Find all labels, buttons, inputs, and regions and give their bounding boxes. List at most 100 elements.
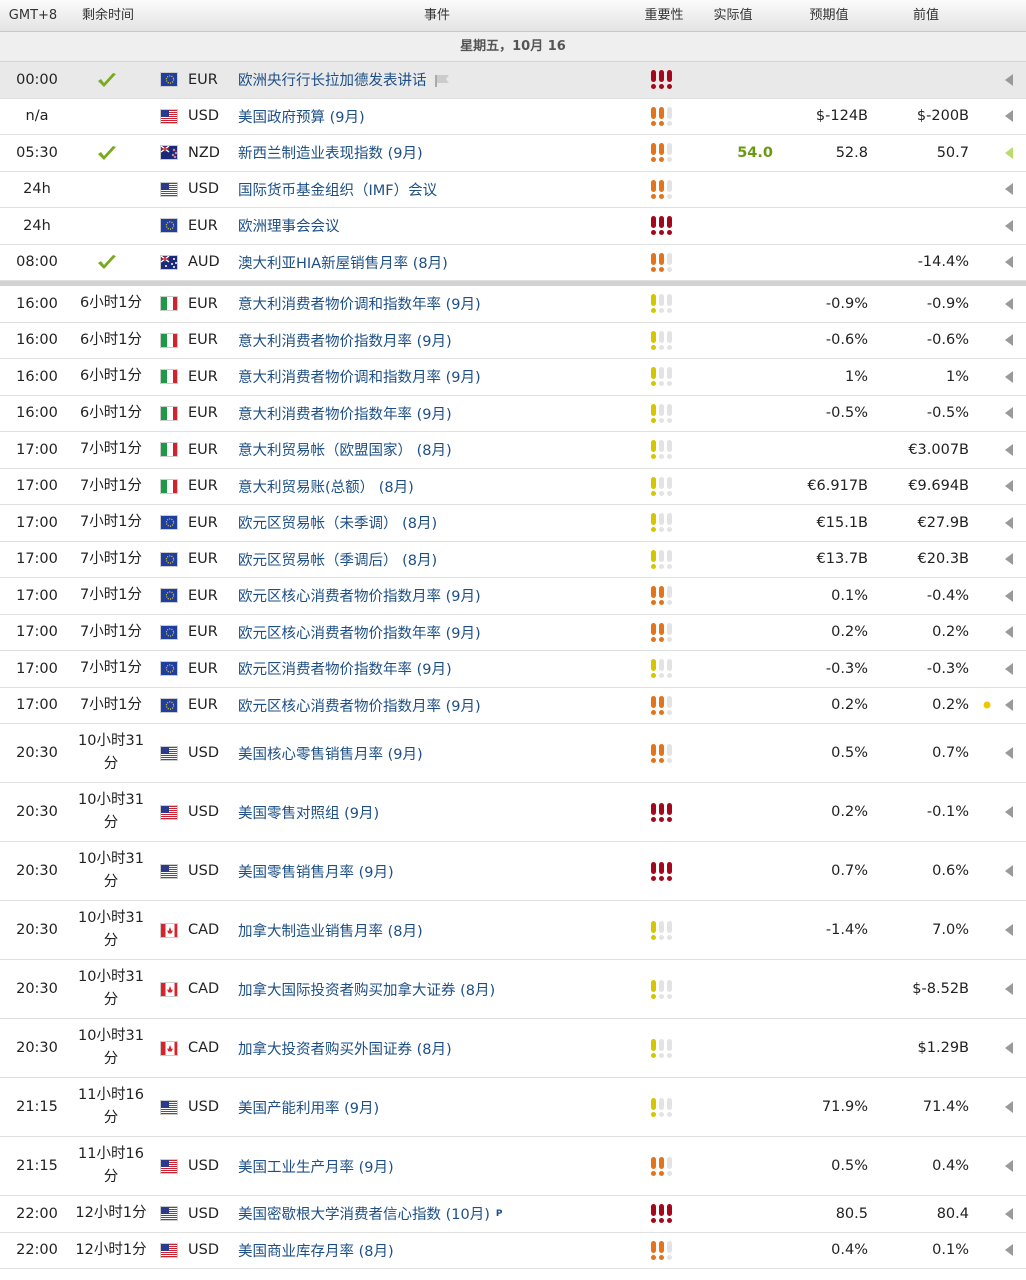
event-link[interactable]: 欧元区贸易帐（季调后） (8月) (238, 552, 438, 569)
expand-arrow[interactable] (1004, 62, 1016, 98)
expand-arrow[interactable] (1004, 432, 1016, 468)
event-name[interactable]: 美国政府预算 (9月) (238, 99, 638, 135)
expand-arrow[interactable] (1004, 615, 1016, 651)
event-name[interactable]: 美国零售对照组 (9月) (238, 783, 638, 841)
event-link[interactable]: 美国政府预算 (9月) (238, 109, 365, 126)
event-link[interactable]: 意大利消费者物价调和指数月率 (9月) (238, 370, 481, 387)
time: 16:00 (16, 332, 58, 349)
expand-arrow[interactable] (1004, 396, 1016, 432)
event-link[interactable]: 美国商业库存月率 (8月) (238, 1243, 394, 1260)
expand-arrow[interactable] (1004, 724, 1016, 782)
event-name[interactable]: 加拿大国际投资者购买加拿大证券 (8月) (238, 960, 638, 1018)
expand-arrow[interactable] (1004, 960, 1016, 1018)
event-link[interactable]: 美国工业生产月率 (9月) (238, 1159, 394, 1176)
expand-arrow[interactable] (1004, 651, 1016, 687)
expand-arrow[interactable] (1004, 135, 1016, 171)
event-link[interactable]: 美国零售对照组 (9月) (238, 805, 380, 822)
event-name[interactable]: 美国工业生产月率 (9月) (238, 1137, 638, 1195)
event-link[interactable]: 欧元区核心消费者物价指数月率 (9月) (238, 698, 481, 715)
expand-arrow[interactable] (1004, 1196, 1016, 1232)
expand-arrow[interactable] (1004, 578, 1016, 614)
time: 05:30 (16, 144, 58, 161)
event-name[interactable]: 意大利消费者物价指数年率 (9月) (238, 396, 638, 432)
event-name[interactable]: 美国零售销售月率 (9月) (238, 842, 638, 900)
forecast-value: 0.2% (831, 804, 868, 820)
event-name[interactable]: 欧元区核心消费者物价指数年率 (9月) (238, 615, 638, 651)
expand-arrow[interactable] (1004, 842, 1016, 900)
event-name[interactable]: 欧元区贸易帐（未季调） (8月) (238, 505, 638, 541)
expand-arrow[interactable] (1004, 172, 1016, 208)
expand-arrow[interactable] (1004, 901, 1016, 959)
expand-arrow[interactable] (1004, 542, 1016, 578)
expand-arrow[interactable] (1004, 99, 1016, 135)
flag-icon (160, 405, 178, 421)
event-name[interactable]: 加拿大投资者购买外国证券 (8月) (238, 1019, 638, 1077)
event-row: 17:00 7小时1分 EUR 意大利贸易帐（欧盟国家） (8月) €3.007B (0, 432, 1026, 469)
event-link[interactable]: 加拿大国际投资者购买加拿大证券 (8月) (238, 982, 496, 999)
event-name[interactable]: 欧元区核心消费者物价指数月率 (9月) (238, 688, 638, 724)
event-name[interactable]: 美国核心零售销售月率 (9月) (238, 724, 638, 782)
column-header: GMT+8 (8, 8, 58, 23)
event-name[interactable]: 意大利贸易账(总额） (8月) (238, 469, 638, 505)
event-name[interactable]: 欧元区贸易帐（季调后） (8月) (238, 542, 638, 578)
event-link[interactable]: 欧元区消费者物价指数年率 (9月) (238, 662, 452, 679)
previous-value: $-200B (916, 108, 969, 125)
expand-arrow[interactable] (1004, 208, 1016, 244)
event-link[interactable]: 加拿大投资者购买外国证券 (8月) (238, 1041, 452, 1058)
event-name[interactable]: 澳大利亚HIA新屋销售月率 (8月) (238, 245, 638, 281)
event-name[interactable]: 意大利消费者物价调和指数月率 (9月) (238, 359, 638, 395)
released-check (96, 62, 120, 98)
event-link[interactable]: 意大利消费者物价指数月率 (9月) (238, 333, 452, 350)
expand-arrow[interactable] (1004, 286, 1016, 322)
event-link[interactable]: 意大利贸易帐（欧盟国家） (8月) (238, 443, 452, 460)
expand-arrow[interactable] (1004, 1233, 1016, 1269)
event-name[interactable]: 意大利消费者物价调和指数年率 (9月) (238, 286, 638, 322)
event-link[interactable]: 美国密歇根大学消费者信心指数 (10月) (238, 1207, 490, 1224)
event-name[interactable]: 美国商业库存月率 (8月) (238, 1233, 638, 1269)
event-link[interactable]: 加拿大制造业销售月率 (8月) (238, 923, 423, 940)
event-name[interactable]: 欧洲理事会会议 (238, 208, 638, 244)
event-link[interactable]: 澳大利亚HIA新屋销售月率 (8月) (238, 255, 448, 272)
event-name[interactable]: 国际货币基金组织（IMF）会议 (238, 172, 638, 208)
event-name[interactable]: 欧洲央行行长拉加德发表讲话 (238, 62, 638, 98)
event-name[interactable]: 美国产能利用率 (9月) (238, 1078, 638, 1136)
forecast-value: 0.2% (831, 624, 868, 641)
event-link[interactable]: 欧洲理事会会议 (238, 219, 340, 236)
event-name[interactable]: 加拿大制造业销售月率 (8月) (238, 901, 638, 959)
flag (160, 1137, 178, 1195)
event-link[interactable]: 美国核心零售销售月率 (9月) (238, 746, 423, 763)
expand-arrow[interactable] (1004, 1078, 1016, 1136)
event-link[interactable]: 意大利贸易账(总额） (8月) (238, 479, 414, 496)
expand-arrow[interactable] (1004, 1019, 1016, 1077)
expand-arrow[interactable] (1004, 505, 1016, 541)
event-link[interactable]: 意大利消费者物价调和指数年率 (9月) (238, 297, 481, 314)
event-link[interactable]: 欧元区核心消费者物价指数月率 (9月) (238, 589, 481, 606)
event-name[interactable]: 欧元区消费者物价指数年率 (9月) (238, 651, 638, 687)
event-link[interactable]: 欧元区核心消费者物价指数年率 (9月) (238, 625, 481, 642)
expand-arrow[interactable] (1004, 469, 1016, 505)
expand-arrow[interactable] (1004, 783, 1016, 841)
event-link[interactable]: 国际货币基金组织（IMF）会议 (238, 182, 438, 199)
expand-arrow[interactable] (1004, 1137, 1016, 1195)
event-name[interactable]: 意大利消费者物价指数月率 (9月) (238, 323, 638, 359)
event-name[interactable]: 新西兰制造业表现指数 (9月) (238, 135, 638, 171)
event-row: 24h USD 国际货币基金组织（IMF）会议 (0, 171, 1026, 208)
check-icon (98, 72, 116, 87)
time: 17:00 (16, 551, 58, 568)
flag-icon (160, 661, 178, 677)
event-link[interactable]: 美国零售销售月率 (9月) (238, 864, 394, 881)
event-link[interactable]: 美国产能利用率 (9月) (238, 1100, 380, 1117)
event-link[interactable]: 新西兰制造业表现指数 (9月) (238, 146, 423, 163)
time: 17:00 (16, 478, 58, 495)
event-link[interactable]: 意大利消费者物价指数年率 (9月) (238, 406, 452, 423)
expand-arrow[interactable] (1004, 245, 1016, 281)
expand-arrow[interactable] (1004, 359, 1016, 395)
event-name[interactable]: 意大利贸易帐（欧盟国家） (8月) (238, 432, 638, 468)
event-name[interactable]: 欧元区核心消费者物价指数月率 (9月) (238, 578, 638, 614)
event-link[interactable]: 欧洲央行行长拉加德发表讲话 (238, 73, 427, 90)
flag (160, 505, 178, 541)
event-link[interactable]: 欧元区贸易帐（未季调） (8月) (238, 516, 438, 533)
event-name[interactable]: 美国密歇根大学消费者信心指数 (10月) P (238, 1196, 638, 1232)
expand-arrow[interactable] (1004, 688, 1016, 724)
expand-arrow[interactable] (1004, 323, 1016, 359)
